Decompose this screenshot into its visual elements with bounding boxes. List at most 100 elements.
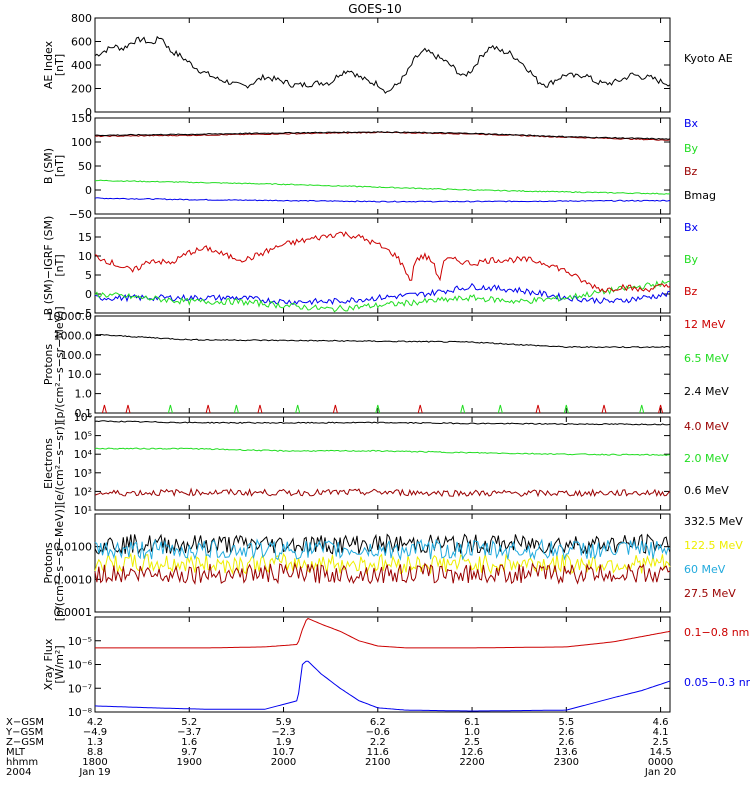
series-bsm-0 xyxy=(94,197,671,203)
legend-electrons-2: 0.6 MeV xyxy=(684,484,729,497)
flux-spike xyxy=(658,404,664,414)
panel-frame xyxy=(94,513,671,613)
panel-frame xyxy=(94,315,671,414)
legend-bsm-0: Bx xyxy=(684,117,699,130)
axis-column-value: 8.8 xyxy=(87,747,103,758)
flux-spike xyxy=(417,404,423,414)
flux-spike xyxy=(205,404,211,414)
y-tick-label: 10⁴ xyxy=(74,448,93,461)
series-bsm-2 xyxy=(94,131,671,141)
axis-column-value: 2000 xyxy=(271,757,296,768)
bottom-axis-table: X−GSMY−GSMZ−GSMMLThhmm20044.2−4.91.38.81… xyxy=(5,717,676,778)
axis-row-label: Y−GSM xyxy=(5,727,43,738)
series-xray-0 xyxy=(95,617,671,649)
legend-xray-0: 0.1−0.8 nm xyxy=(684,626,749,639)
panel-xray: 10⁻⁵ 10⁻⁶ 10⁻⁷ 10⁻⁸ Xray Flux[W/m²] 0.1−0.8 n… xyxy=(42,616,750,719)
series-bigrf-1 xyxy=(94,280,671,313)
axis-column-value: Jan 20 xyxy=(644,767,676,778)
axis-column-value: 6.2 xyxy=(370,717,386,728)
series-protons2-2 xyxy=(94,538,671,561)
y-tick-label: 5 xyxy=(85,269,92,282)
series-xray-1 xyxy=(94,660,671,712)
legend-bigrf-0: Bx xyxy=(684,221,699,234)
axis-column-value: 11.6 xyxy=(367,747,389,758)
axis-row-label: hhmm xyxy=(6,757,38,768)
y-axis-label: [e/(cm²−s−sr)] xyxy=(53,422,66,505)
y-axis-label: [p/(cm²−s−sr−MeV)] xyxy=(53,306,66,422)
axis-column-value: 0000 xyxy=(648,757,673,768)
panel-protons2: 0.0100 0.0010 0.0001 Protons[p/(cm²−s−sr−Me… xyxy=(42,505,743,621)
legend-protons2-1: 122.5 MeV xyxy=(684,539,743,552)
flux-spike xyxy=(167,404,173,414)
panel-protons1: 10000.0 1000.0 100.0 10.0 1.0 0.1 Protons[p/(c… xyxy=(42,306,729,422)
y-tick-label: 800 xyxy=(71,12,92,25)
y-tick-label: 400 xyxy=(71,59,92,72)
y-tick-label: 10⁻⁷ xyxy=(68,682,92,695)
legend-bigrf-2: Bz xyxy=(684,285,698,298)
y-tick-label: 600 xyxy=(71,36,92,49)
legend-electrons-0: 4.0 MeV xyxy=(684,420,729,433)
axis-column-value: −3.7 xyxy=(177,727,201,738)
y-tick-label: 10⁻⁶ xyxy=(68,659,93,672)
y-tick-label: 0.0010 xyxy=(54,573,93,586)
axis-column-value: 2100 xyxy=(365,757,390,768)
flux-spike xyxy=(601,404,607,414)
y-tick-label: 200 xyxy=(71,83,92,96)
axis-column-value: 4.2 xyxy=(87,717,103,728)
legend-protons1-2: 2.4 MeV xyxy=(684,385,729,398)
y-axis-label: Protons xyxy=(42,344,55,385)
axis-row-label: 2004 xyxy=(6,767,31,778)
plot-title: GOES-10 xyxy=(348,2,402,16)
flux-spike xyxy=(233,404,239,414)
panel-frame xyxy=(94,17,671,113)
legend-bsm-3: Bmag xyxy=(684,189,716,202)
series-bigrf-2 xyxy=(94,231,671,293)
axis-column-value: 2.6 xyxy=(558,727,574,738)
y-tick-label: 10¹ xyxy=(74,504,92,517)
y-axis-label: [nT] xyxy=(53,254,66,276)
axis-column-value: 4.1 xyxy=(653,727,669,738)
flux-spike xyxy=(497,404,503,414)
y-tick-label: 50 xyxy=(78,160,92,173)
series-electrons-2 xyxy=(94,420,671,426)
legend-electrons-1: 2.0 MeV xyxy=(684,452,729,465)
flux-spike xyxy=(460,404,466,414)
series-ae-0 xyxy=(94,35,671,94)
panel-electrons: 10⁶ 10⁵ 10⁴ 10³ 10² 10¹ Electrons[e/(cm²−s−sr)… xyxy=(42,411,729,517)
axis-column-value: −2.3 xyxy=(271,727,295,738)
y-tick-label: 150 xyxy=(71,112,92,125)
axis-column-value: 5.2 xyxy=(181,717,197,728)
y-axis-label: B (SM)−IGRF (SM) xyxy=(42,216,55,316)
y-tick-label: 10000.0 xyxy=(47,310,93,323)
legend-xray-1: 0.05−0.3 nm xyxy=(684,676,750,689)
axis-column-value: 10.7 xyxy=(272,747,294,758)
axis-column-value: 12.6 xyxy=(461,747,483,758)
y-tick-label: 10³ xyxy=(74,467,92,480)
axis-column-value: −4.9 xyxy=(83,727,107,738)
y-axis-label: Electrons xyxy=(42,438,55,489)
axis-column-value: 9.7 xyxy=(181,747,197,758)
series-electrons-1 xyxy=(94,447,671,457)
panel-frame xyxy=(94,416,671,511)
legend-bsm-1: By xyxy=(684,142,699,155)
axis-row-label: Z−GSM xyxy=(6,737,44,748)
series-protons1-2 xyxy=(94,333,671,349)
axis-column-value: 2.6 xyxy=(558,737,574,748)
flux-spike xyxy=(332,404,338,414)
panel-ae: 800 600 400 200 0 AE Index[nT] Kyoto AE xyxy=(42,12,733,119)
y-axis-label: B (SM) xyxy=(42,148,55,184)
y-axis-label: [p/(cm²−s−sr−MeV)] xyxy=(53,505,66,621)
axis-column-value: 1.3 xyxy=(87,737,103,748)
panel-bigrf: 15 10 5 0 −5 B (SM)−IGRF (SM)[nT] Bx By Bz xyxy=(42,216,699,320)
flux-spike xyxy=(295,404,301,414)
y-axis-label: Xray Flux xyxy=(42,638,55,690)
flux-spike xyxy=(639,404,645,414)
flux-spike xyxy=(257,404,263,414)
axis-column-value: 1800 xyxy=(82,757,107,768)
series-protons2-0 xyxy=(94,533,671,556)
y-tick-label: 1.0 xyxy=(75,388,93,401)
axis-column-value: 13.6 xyxy=(555,747,577,758)
series-electrons-0 xyxy=(94,487,671,498)
flux-spike xyxy=(125,404,131,414)
